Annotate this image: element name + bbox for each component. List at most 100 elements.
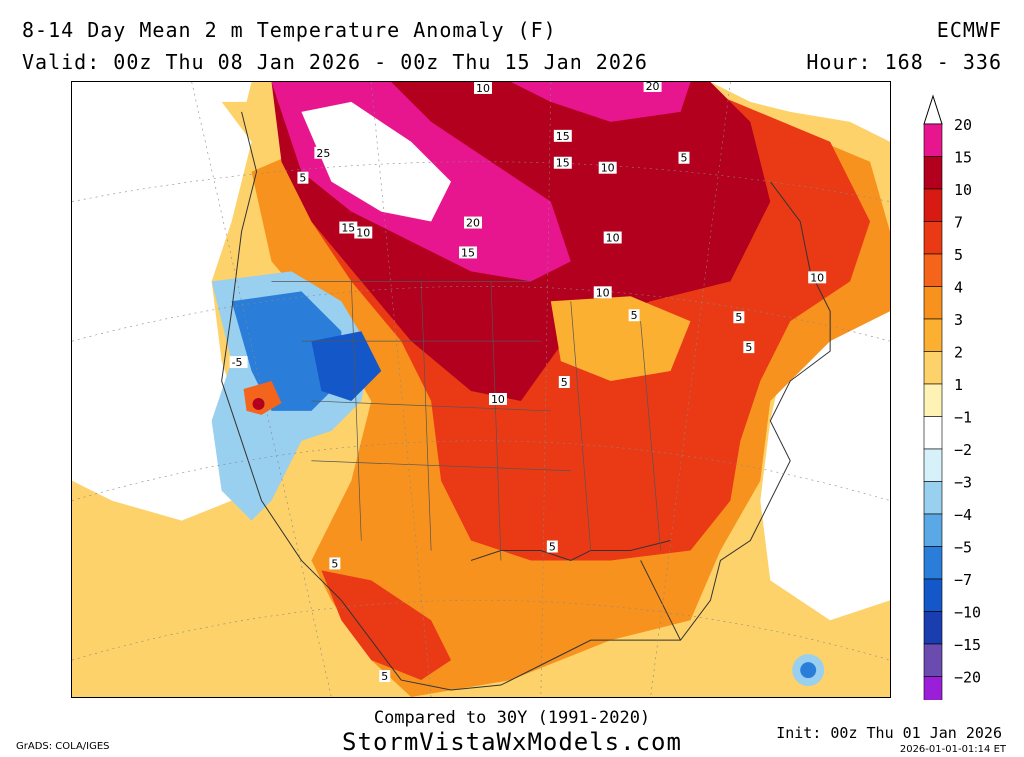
legend-swatch (923, 643, 943, 677)
contour-label: 5 (561, 376, 568, 389)
legend-swatch (923, 156, 943, 190)
legend-label: −15 (954, 636, 981, 654)
contour-label: 25 (316, 147, 330, 160)
contour-label-bg (553, 156, 572, 169)
legend-swatch (923, 676, 943, 700)
contour-label-bg (558, 376, 570, 389)
lat-lon-grid (72, 82, 890, 697)
contour-label-bg (553, 129, 572, 142)
legend-label: 5 (954, 246, 963, 264)
valid-period: Valid: 00z Thu 08 Jan 2026 - 00z Thu 15 … (22, 50, 648, 74)
state-borders (271, 281, 661, 561)
contour-label-bg (488, 392, 507, 405)
caribbean-cool-spot-core (800, 662, 817, 679)
contour-label: 10 (810, 271, 824, 284)
legend-swatch (923, 481, 943, 515)
contour-label: 5 (631, 309, 638, 322)
contour-label: 5 (735, 311, 742, 324)
warm-anomaly-mexico (321, 570, 452, 681)
contour-label-bg (598, 161, 617, 174)
contour-label: 10 (476, 82, 490, 95)
contour-label: 20 (466, 217, 480, 230)
legend-label: 3 (954, 311, 963, 329)
near-normal-pocket-north (301, 101, 452, 222)
forecast-hour-range: Hour: 168 - 336 (806, 50, 1002, 74)
contour-label-bg (628, 309, 640, 322)
legend-label: −10 (954, 604, 981, 622)
near-normal-north-atlantic (710, 82, 890, 142)
legend-max-arrow (923, 94, 943, 125)
contour-label: 5 (549, 540, 556, 553)
warm-spot-west (243, 381, 282, 415)
contour-label: 15 (556, 130, 570, 143)
contour-label: 10 (606, 231, 620, 244)
legend-label: 1 (954, 376, 963, 394)
contour-label: 5 (331, 557, 338, 570)
legend-swatch (923, 123, 943, 157)
legend-label: 4 (954, 279, 963, 297)
model-name: ECMWF (936, 18, 1002, 42)
site-watermark: StormVistaWxModels.com (342, 728, 682, 756)
contour-label: 5 (381, 670, 388, 683)
contour-label-bg (459, 246, 478, 259)
contour-label-bg (329, 557, 341, 570)
color-legend: 20 15 10 7 5 4 3 2 1 −1 −2 −3 −4 −5 −7 −10 −15 −20 (923, 94, 981, 700)
legend-swatch (923, 286, 943, 320)
legend-swatch (923, 611, 943, 645)
near-normal-atlantic (760, 311, 890, 621)
map-title: 8-14 Day Mean 2 m Temperature Anomaly (F… (22, 18, 557, 42)
contour-label: 10 (356, 227, 370, 240)
cool-anomaly-west-core (231, 291, 342, 411)
legend-label: −5 (954, 539, 972, 557)
cool-anomaly-rockies (311, 331, 382, 401)
legend-label: −2 (954, 441, 972, 459)
contour-label-bg (603, 231, 622, 244)
contour-label: 5 (681, 152, 688, 165)
legend-label: 20 (954, 116, 972, 134)
legend-label: −20 (954, 669, 981, 687)
legend-label: 7 (954, 214, 963, 232)
contour-label-bg (593, 286, 612, 299)
legend-swatch (923, 448, 943, 482)
grads-credit: GrADS: COLA/IGES (16, 741, 110, 752)
legend-swatch (923, 513, 943, 547)
contour-label: 20 (646, 81, 660, 93)
legend-label: −3 (954, 474, 972, 492)
contour-label-bg (808, 271, 827, 284)
contour-label: 10 (491, 393, 505, 406)
legend-swatch (923, 383, 943, 417)
near-normal-pacific-region (72, 91, 252, 521)
legend-label: −4 (954, 506, 972, 524)
legend-swatch (923, 578, 943, 612)
extreme-warm-anomaly-arctic (510, 82, 691, 122)
contour-label-bg (546, 540, 558, 553)
legend-label: 2 (954, 344, 963, 362)
great-lakes-pocket (550, 296, 691, 382)
contour-label-bg (297, 171, 309, 184)
legend-swatch (923, 318, 943, 352)
contour-label-bg (379, 670, 391, 683)
contour-label: 10 (601, 162, 615, 175)
contour-label: 15 (341, 222, 355, 235)
warm-spot-west-core (252, 397, 265, 410)
legend-label: 15 (954, 149, 972, 167)
contour-label: 5 (745, 341, 752, 354)
legend-swatch (923, 221, 943, 255)
contour-label-bg (474, 82, 492, 94)
contour-label: 10 (596, 286, 610, 299)
contour-label: 5 (299, 172, 306, 185)
climatology-note: Compared to 30Y (1991-2020) (373, 708, 651, 728)
contour-label-bg (464, 216, 482, 229)
contour-label-bg (733, 311, 745, 324)
generated-timestamp: 2026-01-01-01:14 ET (899, 744, 1006, 755)
legend-swatch (923, 188, 943, 222)
contour-label-bg (354, 226, 373, 239)
contour-label-bg (314, 146, 333, 159)
legend-swatch (923, 546, 943, 580)
contour-label: 15 (556, 157, 570, 170)
coastlines (221, 111, 831, 691)
legend-label: 10 (954, 181, 972, 199)
init-time: Init: 00z Thu 01 Jan 2026 (776, 724, 1002, 742)
legend-label: −7 (954, 571, 972, 589)
